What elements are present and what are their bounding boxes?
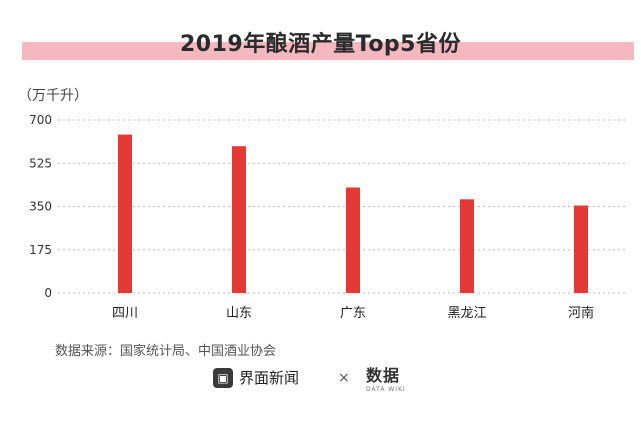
x-category-label: 山东 xyxy=(226,306,252,321)
y-tick-label: 525 xyxy=(29,156,52,170)
y-tick-label: 700 xyxy=(29,113,52,127)
brand-name: 界面新闻 xyxy=(239,369,300,387)
chart-title: 2019年酿酒产量Top5省份 xyxy=(180,32,461,57)
y-tick-label: 0 xyxy=(44,286,52,300)
x-category-label: 广东 xyxy=(340,306,366,321)
title-highlight-band xyxy=(22,42,634,60)
bar xyxy=(460,199,474,293)
brand-separator: × xyxy=(338,370,350,386)
x-category-label: 河南 xyxy=(568,305,594,321)
brand-datawiki-logo: 数据 DATA WIKI xyxy=(366,362,426,393)
y-tick-label: 350 xyxy=(29,200,52,214)
bar xyxy=(232,146,246,293)
bar xyxy=(118,134,132,293)
brand-jiemian: ▣ 界面新闻 xyxy=(213,367,299,388)
x-category-label: 四川 xyxy=(112,306,138,321)
y-tick-label: 175 xyxy=(29,243,52,257)
y-axis-unit: （万千升） xyxy=(18,88,88,104)
partner-name: 数据 xyxy=(366,366,401,385)
data-source-note: 数据来源：国家统计局、中国酒业协会 xyxy=(55,344,277,359)
partner-sub: DATA WIKI xyxy=(366,386,406,393)
x-category-label: 黑龙江 xyxy=(447,306,486,321)
bar xyxy=(574,205,588,293)
bar xyxy=(346,187,360,293)
jiemian-logo-icon: ▣ xyxy=(213,367,233,388)
